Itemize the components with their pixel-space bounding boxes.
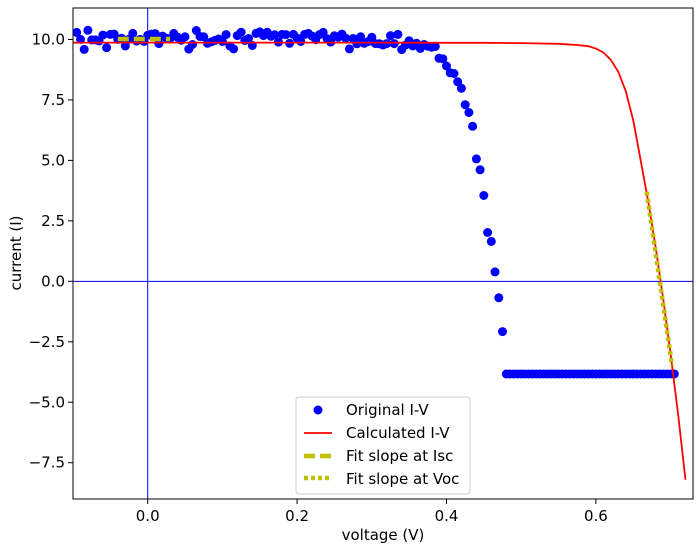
data-point [188,40,197,49]
data-point [98,30,108,40]
data-point [486,236,496,246]
series-original-iv [73,25,679,379]
legend: Original I-V Calculated I-V Fit slope at… [295,396,471,495]
legend-label-calculated: Calculated I-V [346,424,450,442]
data-point [199,32,209,42]
data-point [456,83,466,93]
x-tick-label: 0.2 [285,507,309,525]
data-point [73,27,82,37]
data-point [76,34,85,44]
y-tick-label: 5.0 [41,151,65,169]
data-point [494,293,504,303]
x-axis-label: voltage (V) [342,526,425,544]
data-point [180,32,190,42]
data-point [128,28,138,38]
data-point [430,42,440,51]
reference-lines [73,8,693,499]
y-axis: −7.5 −5.0 −2.5 0.0 2.5 5.0 7.5 10.0 [29,30,73,472]
y-tick-label: 2.5 [41,212,65,230]
x-axis: 0.0 0.2 0.4 0.6 [136,499,608,525]
data-point [442,61,451,71]
data-point [236,27,246,37]
data-point [341,33,351,43]
x-tick-label: 0.0 [136,507,160,525]
data-point [386,31,395,41]
data-point [79,44,89,54]
y-tick-label: 0.0 [41,272,65,290]
data-point [479,191,489,200]
data-point [389,39,399,49]
data-point [150,29,160,39]
data-point [464,108,474,117]
data-point [490,267,500,277]
data-point [483,228,493,237]
legend-label-voc: Fit slope at Voc [346,470,459,488]
y-tick-label: 7.5 [41,91,65,109]
y-tick-label: 10.0 [32,30,65,48]
data-point [270,30,280,40]
data-point [438,54,448,64]
y-tick-label: −2.5 [29,333,65,351]
data-point [344,44,354,54]
series-fit-slope-voc [644,191,675,367]
series-layer [73,25,687,480]
data-point [221,30,231,40]
data-point [352,39,362,49]
y-tick-label: −7.5 [29,454,65,472]
data-point [229,44,239,54]
legend-label-isc: Fit slope at Isc [346,447,453,465]
y-tick-label: −5.0 [29,393,65,411]
x-tick-label: 0.6 [584,507,608,525]
y-axis-label: current (I) [7,215,25,290]
data-point [244,34,253,43]
plot-frame [72,7,694,500]
data-point [471,154,481,164]
legend-box [295,396,471,495]
data-point [393,29,403,39]
data-point [460,100,470,110]
data-point [83,25,93,35]
data-point [217,36,227,46]
x-tick-label: 0.4 [435,507,459,525]
data-point [154,39,164,49]
data-point [102,43,112,53]
data-point [382,39,392,49]
data-point [468,121,478,131]
legend-marker-original [313,405,323,415]
data-point [498,327,507,337]
data-point [475,165,485,175]
data-point [449,69,459,78]
data-point [120,41,130,51]
data-point [296,36,306,46]
data-point [281,30,291,40]
legend-label-original: Original I-V [346,401,429,419]
